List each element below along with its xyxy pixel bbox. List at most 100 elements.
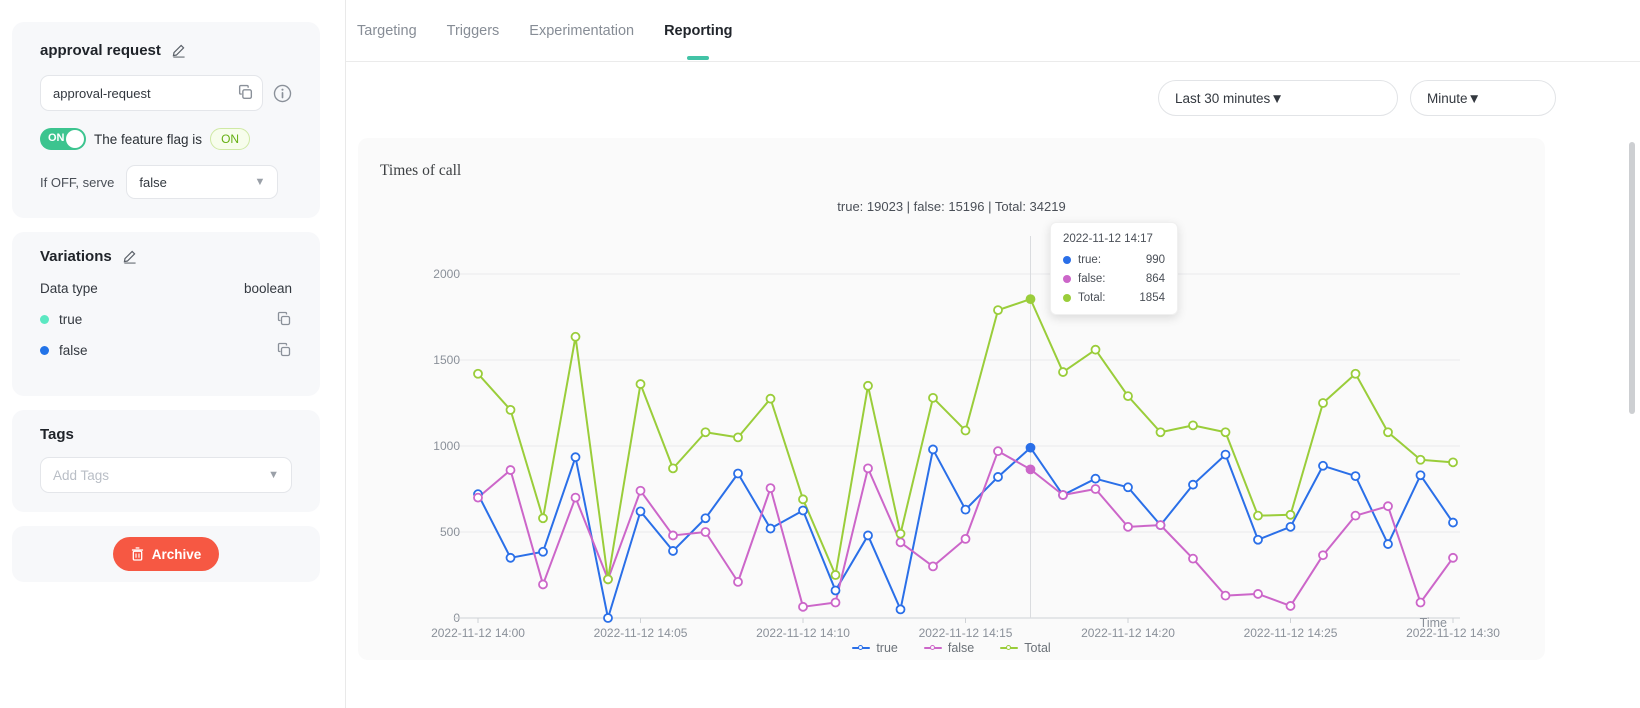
data-point-true[interactable]: [700, 513, 711, 524]
copy-variation-false-icon[interactable]: [276, 342, 292, 358]
data-point-Total[interactable]: [830, 570, 841, 580]
data-point-false[interactable]: [1285, 601, 1296, 611]
data-point-true[interactable]: [635, 506, 646, 517]
data-point-false[interactable]: [505, 465, 516, 475]
data-point-false[interactable]: [1155, 520, 1166, 531]
copy-variation-true-icon[interactable]: [276, 311, 292, 327]
data-point-true[interactable]: [1383, 539, 1393, 549]
data-point-false[interactable]: [993, 446, 1003, 457]
data-point-true[interactable]: [1285, 521, 1296, 532]
data-point-false[interactable]: [895, 537, 906, 548]
data-point-Total[interactable]: [635, 379, 646, 389]
data-point-true[interactable]: [1123, 482, 1133, 493]
data-point-true[interactable]: [1090, 473, 1101, 484]
data-point-true[interactable]: [538, 546, 548, 557]
data-point-Total[interactable]: [765, 393, 776, 404]
data-point-Total[interactable]: [1253, 510, 1263, 521]
data-point-true[interactable]: [830, 585, 841, 596]
data-point-false[interactable]: [960, 533, 971, 544]
off-serve-select[interactable]: false ▼: [126, 165, 279, 199]
edit-variations-icon[interactable]: [122, 249, 137, 264]
data-point-false[interactable]: [1058, 490, 1068, 500]
data-point-Total[interactable]: [570, 331, 581, 342]
data-point-Total[interactable]: [1058, 367, 1068, 377]
data-point-true[interactable]: [1220, 449, 1231, 460]
data-point-Total[interactable]: [798, 494, 808, 505]
data-point-Total[interactable]: [473, 368, 483, 379]
archive-button[interactable]: Archive: [112, 537, 220, 571]
data-point-false[interactable]: [473, 492, 483, 503]
data-point-true[interactable]: [570, 452, 581, 463]
data-point-false[interactable]: [700, 527, 711, 537]
data-point-false[interactable]: [1318, 550, 1328, 561]
data-point-Total[interactable]: [538, 513, 548, 524]
data-point-false[interactable]: [1383, 501, 1393, 512]
data-point-false[interactable]: [1090, 484, 1101, 494]
data-point-false[interactable]: [1350, 510, 1361, 521]
data-point-true[interactable]: [765, 523, 776, 534]
data-point-Total[interactable]: [1318, 398, 1328, 408]
data-point-Total[interactable]: [1448, 457, 1458, 468]
edit-flag-name-icon[interactable]: [171, 43, 186, 58]
interval-select[interactable]: Minute ▼: [1410, 80, 1556, 116]
data-point-true[interactable]: [668, 546, 678, 556]
legend-item-true[interactable]: true: [852, 641, 898, 655]
data-point-true[interactable]: [960, 504, 971, 515]
data-point-Total[interactable]: [863, 380, 873, 391]
data-point-Total[interactable]: [700, 427, 711, 438]
data-point-false[interactable]: [1123, 521, 1133, 532]
data-point-Total[interactable]: [993, 305, 1003, 316]
tab-experimentation[interactable]: Experimentation: [529, 22, 635, 39]
data-point-false[interactable]: [1253, 589, 1263, 599]
tab-targeting[interactable]: Targeting: [357, 22, 417, 39]
data-point-Total[interactable]: [960, 425, 971, 436]
data-point-Total[interactable]: [668, 463, 678, 474]
data-point-Total[interactable]: [733, 432, 743, 443]
data-point-Total[interactable]: [1383, 427, 1393, 438]
data-point-false[interactable]: [1448, 552, 1458, 563]
data-point-true[interactable]: [1188, 479, 1198, 490]
tab-triggers[interactable]: Triggers: [446, 22, 500, 39]
hovered-data-point-false[interactable]: [1025, 464, 1036, 475]
data-point-true[interactable]: [733, 468, 743, 479]
data-point-Total[interactable]: [1155, 427, 1166, 438]
data-point-true[interactable]: [895, 604, 906, 615]
add-tags-select[interactable]: Add Tags ▼: [40, 457, 292, 493]
legend-item-false[interactable]: false: [923, 641, 974, 655]
data-point-false[interactable]: [798, 601, 808, 612]
data-point-Total[interactable]: [1220, 427, 1231, 438]
data-point-true[interactable]: [798, 505, 808, 516]
data-point-Total[interactable]: [1188, 420, 1198, 431]
flag-key-input[interactable]: [40, 75, 263, 111]
data-point-false[interactable]: [538, 579, 548, 590]
data-point-false[interactable]: [668, 530, 678, 541]
data-point-true[interactable]: [1448, 517, 1458, 528]
data-point-Total[interactable]: [895, 528, 906, 539]
data-point-false[interactable]: [1220, 590, 1231, 601]
legend-item-Total[interactable]: Total: [1000, 641, 1051, 655]
hovered-data-point-Total[interactable]: [1025, 294, 1036, 305]
data-point-true[interactable]: [505, 552, 516, 563]
copy-flag-key-icon[interactable]: [237, 84, 254, 101]
data-point-false[interactable]: [765, 483, 776, 494]
data-point-true[interactable]: [928, 444, 938, 455]
data-point-true[interactable]: [993, 472, 1003, 482]
data-point-true[interactable]: [1350, 471, 1361, 482]
data-point-Total[interactable]: [1123, 391, 1133, 402]
data-point-Total[interactable]: [1415, 454, 1426, 465]
data-point-Total[interactable]: [1350, 368, 1361, 379]
hovered-data-point-true[interactable]: [1025, 442, 1036, 453]
data-point-false[interactable]: [635, 485, 646, 496]
data-point-false[interactable]: [570, 492, 581, 503]
data-point-true[interactable]: [863, 530, 873, 541]
data-point-true[interactable]: [1253, 534, 1263, 545]
data-point-Total[interactable]: [1090, 344, 1101, 355]
tab-reporting[interactable]: Reporting: [664, 0, 733, 62]
feature-flag-toggle[interactable]: ON: [40, 128, 86, 150]
time-range-select[interactable]: Last 30 minutes ▼: [1158, 80, 1398, 116]
data-point-false[interactable]: [1415, 597, 1426, 608]
data-point-false[interactable]: [928, 561, 938, 572]
data-point-false[interactable]: [863, 463, 873, 474]
data-point-false[interactable]: [733, 576, 743, 587]
data-point-Total[interactable]: [1285, 509, 1296, 520]
